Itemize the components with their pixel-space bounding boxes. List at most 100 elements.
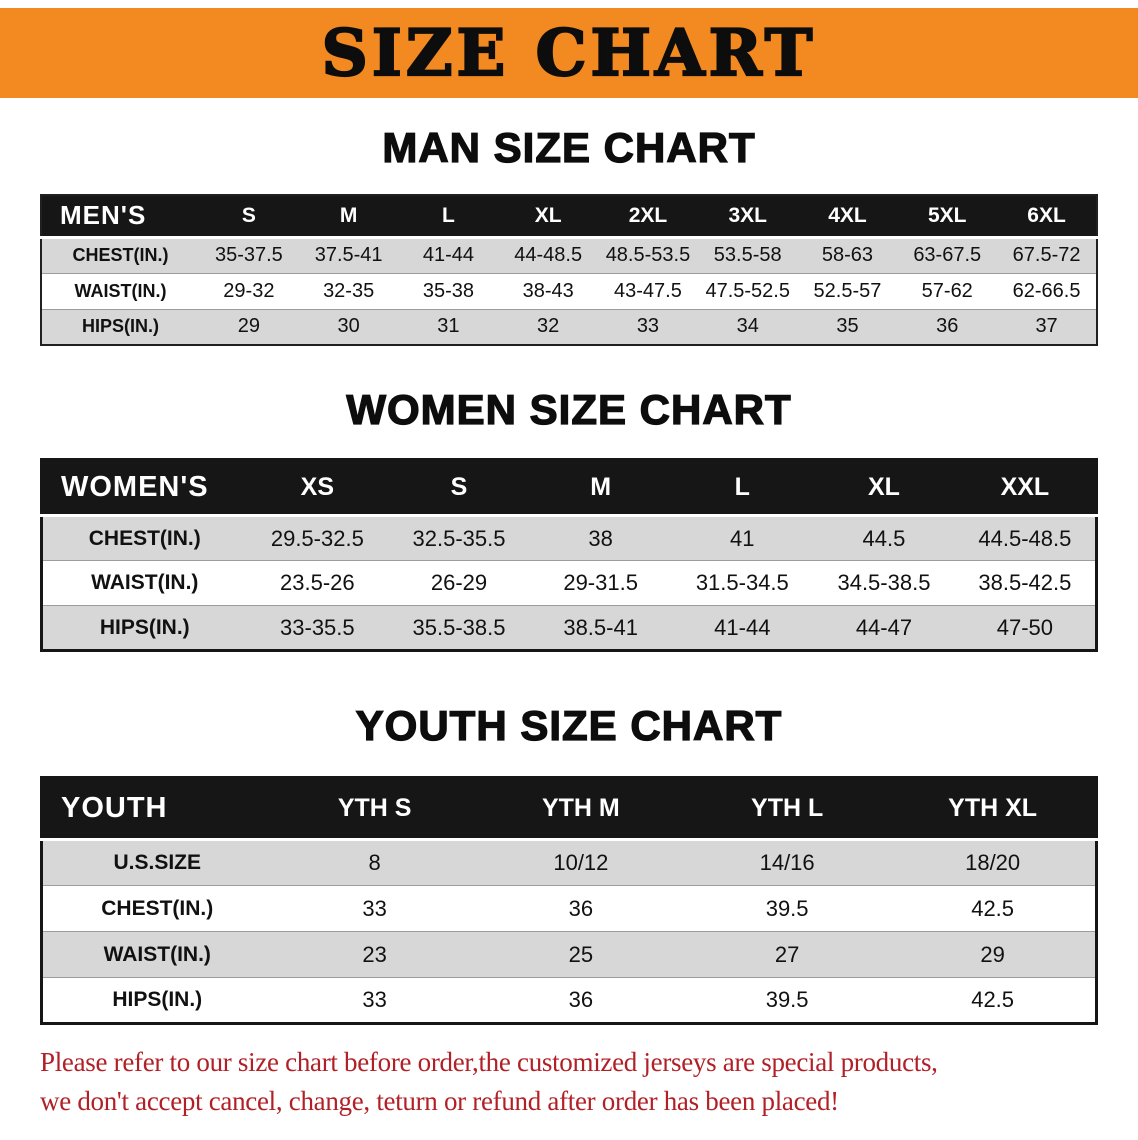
size-value: 30 xyxy=(298,309,399,345)
row-label: HIPS(IN.) xyxy=(41,605,247,651)
size-value: 35-37.5 xyxy=(199,237,299,274)
table-row: CHEST(IN.) 35-37.5 37.5-41 41-44 44-48.5… xyxy=(41,237,1097,274)
table-row: HIPS(IN.) 33-35.5 35.5-38.5 38.5-41 41-4… xyxy=(41,605,1097,651)
size-value: 23.5-26 xyxy=(246,560,389,606)
men-section: MAN SIZE CHART MEN'S S M L XL 2XL 3XL 4X… xyxy=(0,123,1138,346)
size-value: 52.5-57 xyxy=(797,273,898,310)
size-value: 33 xyxy=(271,977,478,1024)
size-chart-title: SIZE CHART xyxy=(321,14,817,91)
men-header-row: MEN'S S M L XL 2XL 3XL 4XL 5XL 6XL xyxy=(41,195,1097,239)
row-label: CHEST(IN.) xyxy=(41,237,199,274)
size-col-header: YTH L xyxy=(684,777,891,841)
size-value: 31 xyxy=(398,309,499,345)
size-col-header: XL xyxy=(498,195,599,239)
size-value: 26-29 xyxy=(388,560,530,606)
size-value: 67.5-72 xyxy=(997,237,1097,274)
size-value: 8 xyxy=(271,839,478,886)
size-col-header: L xyxy=(398,195,499,239)
size-col-header: 6XL xyxy=(997,195,1097,239)
size-value: 36 xyxy=(477,885,684,932)
size-value: 38-43 xyxy=(498,273,599,310)
row-label: CHEST(IN.) xyxy=(41,885,272,932)
disclaimer-line-1: Please refer to our size chart before or… xyxy=(40,1047,938,1077)
men-size-table: MEN'S S M L XL 2XL 3XL 4XL 5XL 6XL CHEST… xyxy=(40,194,1098,346)
size-value: 29-31.5 xyxy=(529,560,672,606)
size-chart-banner: SIZE CHART xyxy=(0,8,1138,98)
size-value: 57-62 xyxy=(897,273,998,310)
youth-size-table: YOUTH YTH S YTH M YTH L YTH XL U.S.SIZE … xyxy=(40,776,1098,1025)
size-value: 62-66.5 xyxy=(997,273,1097,310)
women-section-heading: WOMEN SIZE CHART xyxy=(346,385,792,433)
table-row: CHEST(IN.) 29.5-32.5 32.5-35.5 38 41 44.… xyxy=(41,515,1097,561)
table-row: CHEST(IN.) 33 36 39.5 42.5 xyxy=(41,885,1097,932)
youth-corner-label: YOUTH xyxy=(41,777,272,841)
size-col-header: 5XL xyxy=(897,195,998,239)
size-value: 35.5-38.5 xyxy=(388,605,530,651)
women-header-row: WOMEN'S XS S M L XL XXL xyxy=(41,459,1097,517)
women-corner-label: WOMEN'S xyxy=(41,459,247,517)
row-label: HIPS(IN.) xyxy=(41,309,199,345)
size-col-header: XXL xyxy=(954,459,1097,517)
size-value: 33 xyxy=(271,885,478,932)
size-value: 41-44 xyxy=(398,237,499,274)
row-label: HIPS(IN.) xyxy=(41,977,272,1024)
size-value: 29 xyxy=(890,931,1097,978)
size-value: 44.5 xyxy=(813,515,955,561)
table-row: WAIST(IN.) 29-32 32-35 35-38 38-43 43-47… xyxy=(41,273,1097,310)
disclaimer-line-2: we don't accept cancel, change, teturn o… xyxy=(40,1086,839,1116)
size-value: 35 xyxy=(797,309,898,345)
size-value: 25 xyxy=(477,931,684,978)
size-value: 44-47 xyxy=(813,605,955,651)
youth-header-row: YOUTH YTH S YTH M YTH L YTH XL xyxy=(41,777,1097,841)
size-value: 53.5-58 xyxy=(697,237,798,274)
size-value: 38 xyxy=(529,515,672,561)
size-col-header: XS xyxy=(246,459,389,517)
size-col-header: XL xyxy=(813,459,955,517)
size-value: 41-44 xyxy=(671,605,814,651)
men-section-heading: MAN SIZE CHART xyxy=(382,123,756,171)
size-chart-page: SIZE CHART MAN SIZE CHART MEN'S S M L XL… xyxy=(0,8,1138,1117)
youth-section-heading: YOUTH SIZE CHART xyxy=(355,701,783,749)
size-col-header: YTH S xyxy=(271,777,478,841)
size-value: 35-38 xyxy=(398,273,499,310)
size-value: 42.5 xyxy=(890,977,1097,1024)
size-value: 29-32 xyxy=(199,273,299,310)
row-label: WAIST(IN.) xyxy=(41,560,247,606)
size-col-header: 2XL xyxy=(598,195,698,239)
table-row: WAIST(IN.) 23 25 27 29 xyxy=(41,931,1097,978)
size-col-header: L xyxy=(671,459,814,517)
size-value: 27 xyxy=(684,931,891,978)
size-value: 34 xyxy=(697,309,798,345)
size-col-header: M xyxy=(529,459,672,517)
row-label: WAIST(IN.) xyxy=(41,273,199,310)
size-value: 34.5-38.5 xyxy=(813,560,955,606)
size-value: 29.5-32.5 xyxy=(246,515,389,561)
size-value: 32.5-35.5 xyxy=(388,515,530,561)
size-value: 36 xyxy=(477,977,684,1024)
size-value: 37.5-41 xyxy=(298,237,399,274)
size-value: 32-35 xyxy=(298,273,399,310)
size-value: 42.5 xyxy=(890,885,1097,932)
table-row: WAIST(IN.) 23.5-26 26-29 29-31.5 31.5-34… xyxy=(41,560,1097,606)
size-value: 36 xyxy=(897,309,998,345)
size-value: 44-48.5 xyxy=(498,237,599,274)
size-value: 39.5 xyxy=(684,885,891,932)
disclaimer: Please refer to our size chart before or… xyxy=(40,1047,1138,1117)
size-value: 23 xyxy=(271,931,478,978)
size-col-header: 4XL xyxy=(797,195,898,239)
size-value: 33-35.5 xyxy=(246,605,389,651)
size-col-header: M xyxy=(298,195,399,239)
size-value: 43-47.5 xyxy=(598,273,698,310)
men-corner-label: MEN'S xyxy=(41,195,199,239)
size-value: 38.5-41 xyxy=(529,605,672,651)
table-row: U.S.SIZE 8 10/12 14/16 18/20 xyxy=(41,839,1097,886)
size-col-header: S xyxy=(388,459,530,517)
size-value: 47-50 xyxy=(954,605,1097,651)
table-row: HIPS(IN.) 33 36 39.5 42.5 xyxy=(41,977,1097,1024)
size-value: 33 xyxy=(598,309,698,345)
row-label: U.S.SIZE xyxy=(41,839,272,886)
size-value: 14/16 xyxy=(684,839,891,886)
size-col-header: YTH M xyxy=(477,777,684,841)
size-value: 58-63 xyxy=(797,237,898,274)
size-value: 37 xyxy=(997,309,1097,345)
